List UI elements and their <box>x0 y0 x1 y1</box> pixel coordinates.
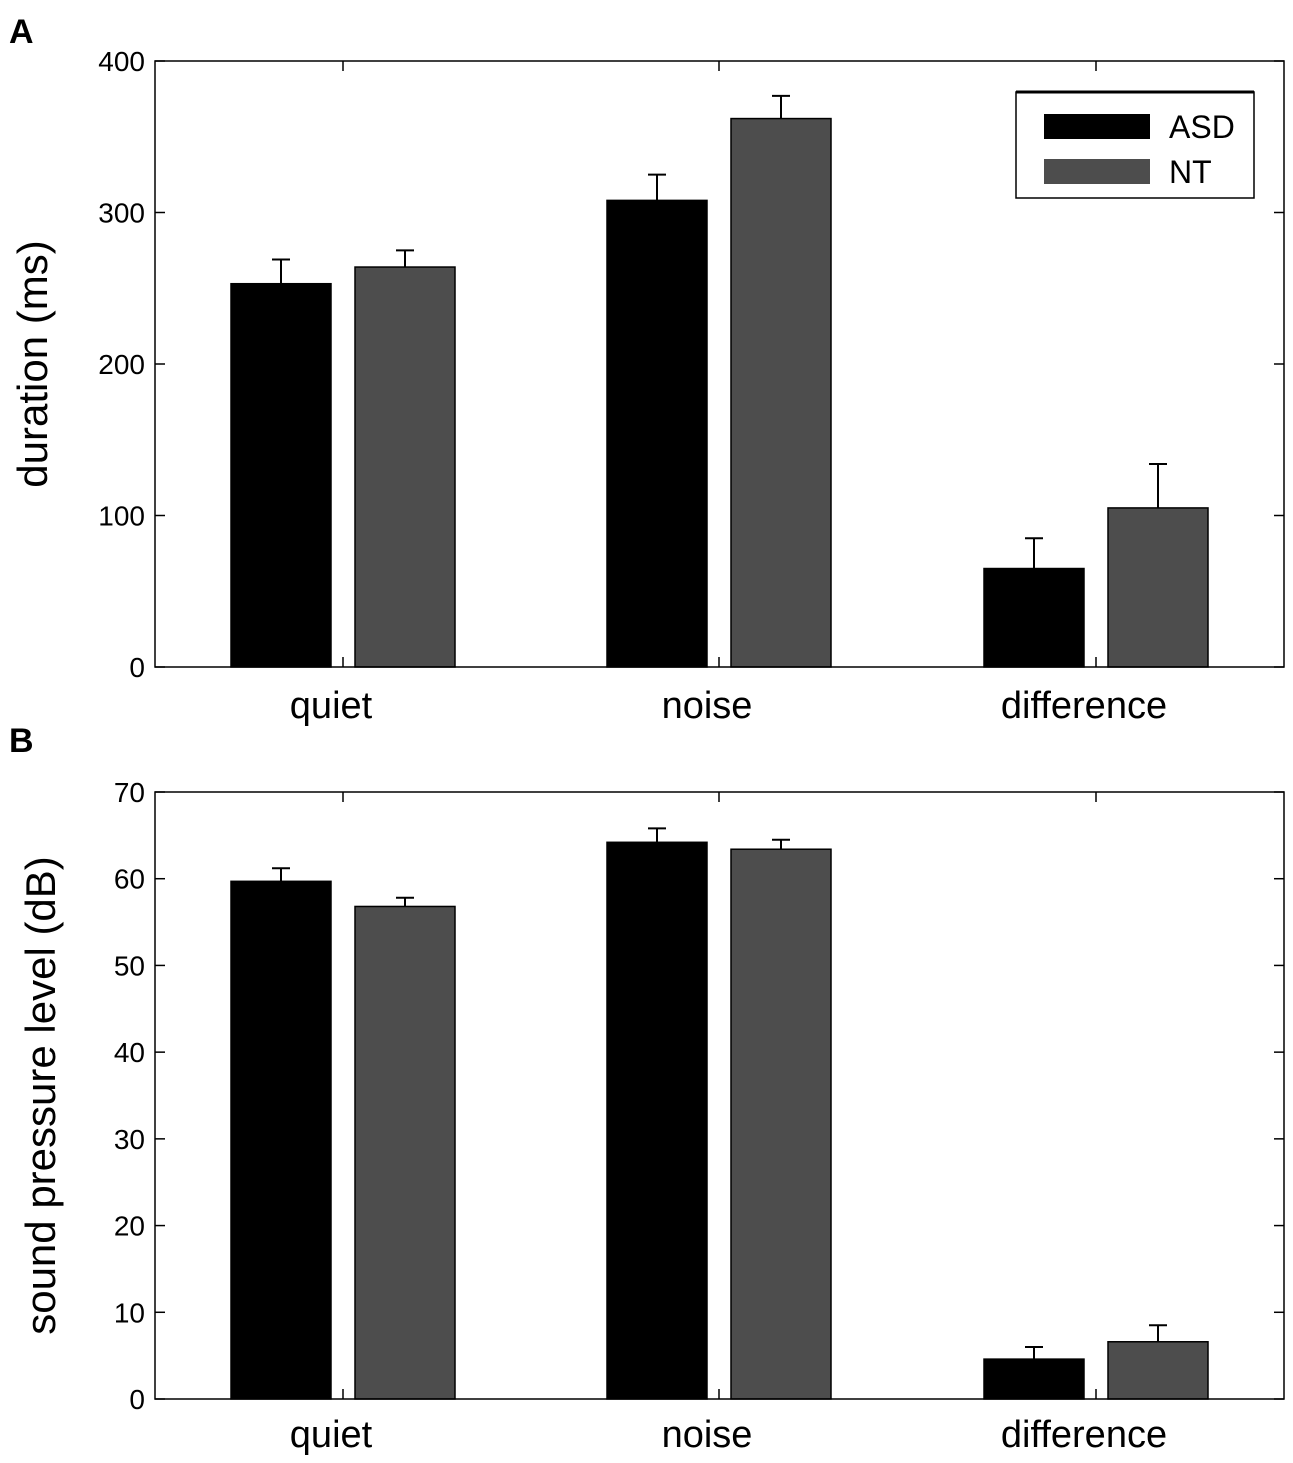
y-tick-label: 0 <box>129 1384 145 1415</box>
y-tick-label: 30 <box>114 1124 145 1155</box>
x-category-label-quiet: quiet <box>290 1414 373 1456</box>
y-tick-label: 70 <box>114 777 145 808</box>
legend-swatch-nt <box>1044 159 1150 184</box>
y-tick-label: 400 <box>98 46 145 77</box>
legend-swatch-asd <box>1044 114 1150 139</box>
legend: ASD NT <box>1015 90 1255 199</box>
x-category-label-noise: noise <box>662 1414 753 1456</box>
y-axis-title: duration (ms) <box>9 240 56 487</box>
y-axis-title: sound pressure level (dB) <box>17 856 64 1335</box>
bar-asd-noise <box>606 199 708 668</box>
y-tick-label: 20 <box>114 1211 145 1242</box>
y-tick-label: 100 <box>98 501 145 532</box>
x-category-label-difference: difference <box>1001 685 1167 727</box>
y-tick-label: 0 <box>129 652 145 683</box>
bar-asd-difference <box>983 567 1085 668</box>
bar-nt-difference <box>1107 507 1209 668</box>
bar-asd-quiet <box>230 282 332 668</box>
bar-asd-difference <box>983 1358 1085 1400</box>
y-tick-label: 60 <box>114 864 145 895</box>
bar-asd-quiet <box>230 880 332 1400</box>
bar-nt-quiet <box>354 905 456 1400</box>
y-tick-label: 300 <box>98 198 145 229</box>
bar-asd-noise <box>606 841 708 1400</box>
y-tick-label: 200 <box>98 349 145 380</box>
panel-letter-b: B <box>9 722 34 760</box>
y-tick-label: 40 <box>114 1037 145 1068</box>
bar-nt-noise <box>730 848 832 1400</box>
x-category-label-noise: noise <box>662 685 753 727</box>
y-tick-label: 10 <box>114 1297 145 1328</box>
bar-nt-difference <box>1107 1341 1209 1400</box>
x-category-label-difference: difference <box>1001 1414 1167 1456</box>
y-tick-label: 50 <box>114 950 145 981</box>
panel-b-chart: 0 10 20 30 40 50 60 70 quiet noise difference sound… <box>17 777 1285 1456</box>
bar-nt-quiet <box>354 266 456 668</box>
panel-letter-a: A <box>9 13 34 51</box>
panel-a-chart: 0 100 200 300 400 quiet noise difference duratio… <box>9 46 1285 727</box>
legend-label-asd: ASD <box>1169 109 1235 145</box>
x-category-label-quiet: quiet <box>290 685 373 727</box>
legend-label-nt: NT <box>1169 154 1212 190</box>
bar-nt-noise <box>730 117 832 668</box>
